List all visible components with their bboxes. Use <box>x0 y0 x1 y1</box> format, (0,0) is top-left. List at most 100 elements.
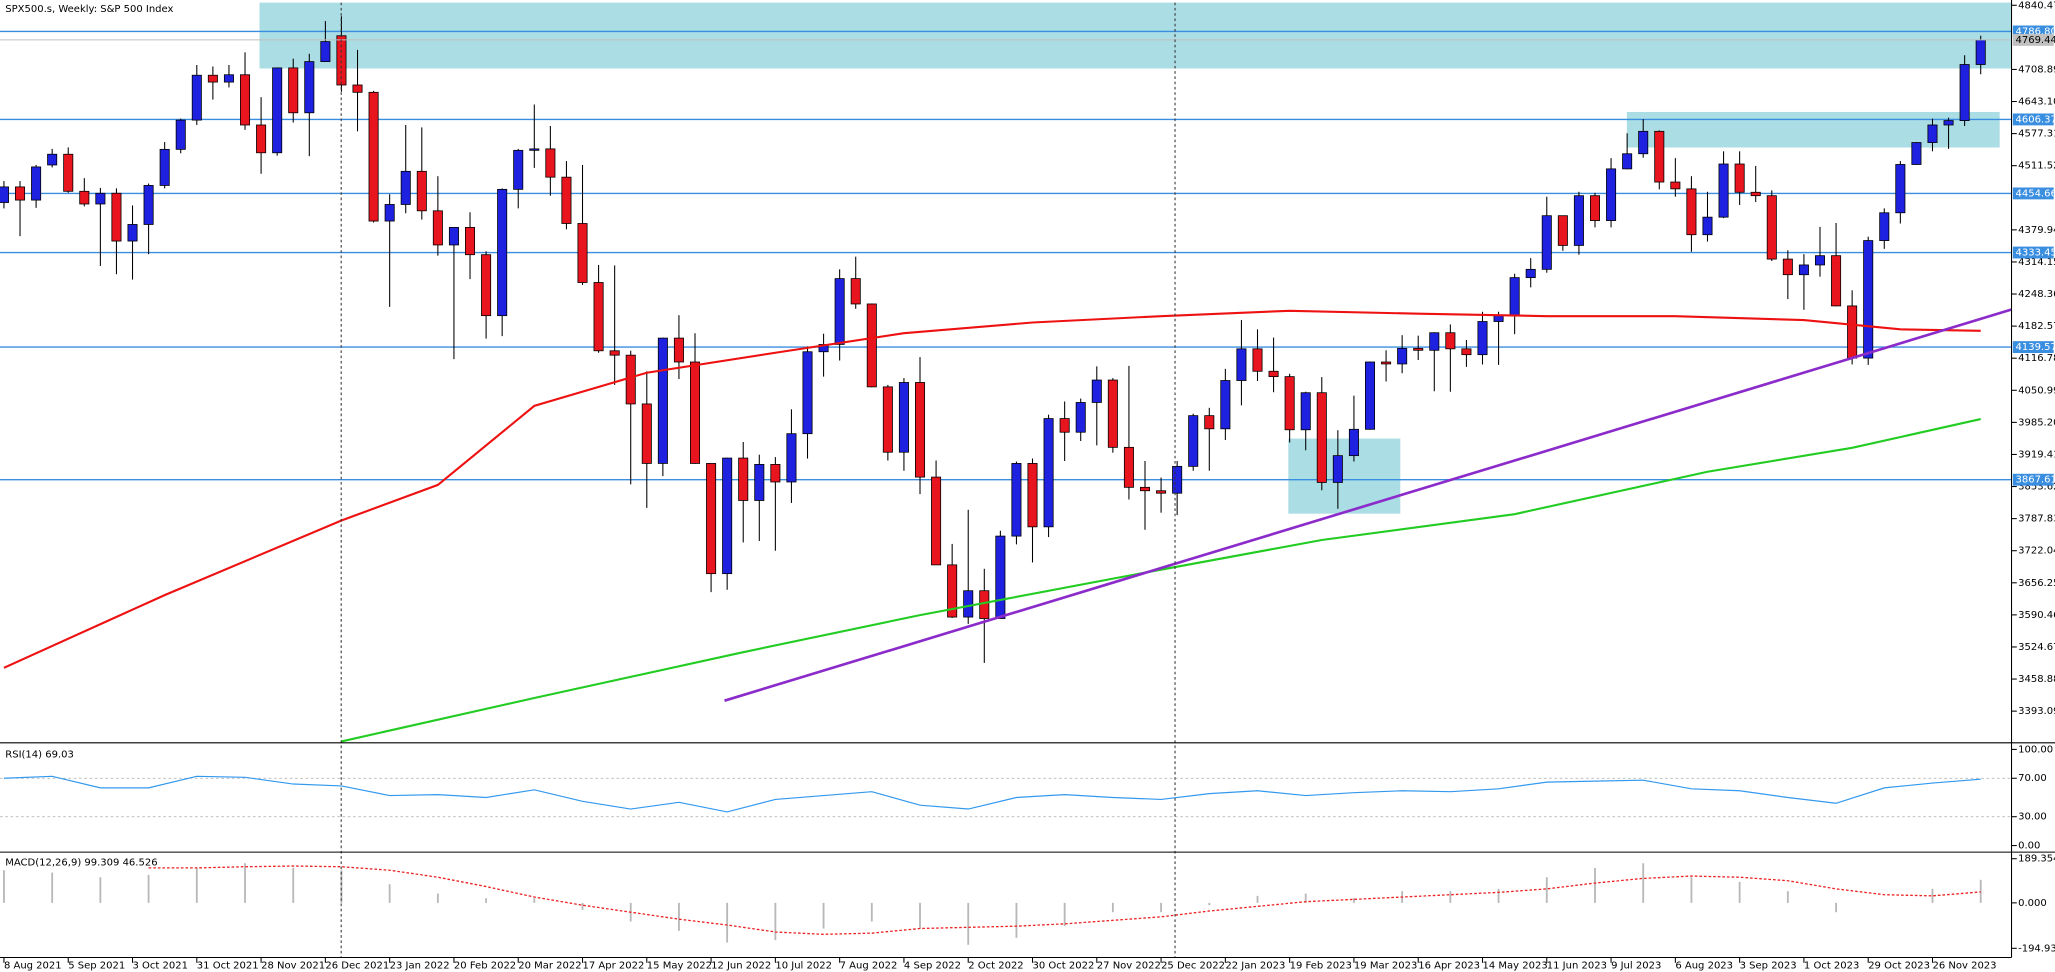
candle-body <box>1509 277 1520 316</box>
candle-body <box>963 590 974 618</box>
candle-body <box>1300 392 1311 431</box>
y-tick-label: 3590.46 <box>2018 610 2055 621</box>
candle-body <box>79 190 90 205</box>
y-tick-label: 30.00 <box>2018 812 2047 823</box>
candle-body <box>1397 347 1408 365</box>
candle-body <box>384 204 395 222</box>
candle-body <box>1927 124 1938 143</box>
candle-body <box>111 192 122 242</box>
candle-body <box>770 464 781 483</box>
candle-body <box>1750 191 1761 197</box>
candle-body <box>15 186 26 201</box>
x-tick-label: 3 Oct 2021 <box>133 960 188 971</box>
candle-body <box>641 403 652 464</box>
level-label: 4139.57 <box>2015 342 2055 353</box>
level-label: 4606.37 <box>2015 114 2055 125</box>
candle-body <box>256 124 267 154</box>
candle-body <box>400 170 411 205</box>
candle-body <box>497 188 508 317</box>
rsi-title: RSI(14) 69.03 <box>5 750 74 761</box>
candle-body <box>1831 255 1842 307</box>
x-tick-label: 28 Nov 2021 <box>261 960 325 971</box>
candle-body <box>1236 348 1247 381</box>
candle-body <box>1252 348 1263 372</box>
candle-body <box>1622 153 1633 170</box>
moving-average <box>3 309 1981 669</box>
candle-body <box>207 74 218 83</box>
candle-body <box>1043 418 1054 528</box>
level-label: 3867.61 <box>2015 475 2055 486</box>
candle-body <box>529 148 540 151</box>
x-tick-label: 12 Jun 2022 <box>711 960 771 971</box>
level-label-bg <box>2012 473 2054 486</box>
y-tick-label: 3656.25 <box>2018 578 2055 589</box>
candle-body <box>368 91 379 222</box>
candle-body <box>1332 455 1343 483</box>
candle-body <box>223 74 234 83</box>
candle-body <box>834 278 845 345</box>
candle-body <box>1702 216 1713 236</box>
x-tick-label: 30 Oct 2022 <box>1033 960 1095 971</box>
candle-body <box>1734 163 1745 193</box>
candle-body <box>1220 380 1231 430</box>
y-tick-label: 4314.15 <box>2018 257 2055 268</box>
candle-body <box>786 433 797 483</box>
level-label-bg <box>2012 341 2054 354</box>
candle-body <box>191 74 202 121</box>
x-tick-label: 1 Oct 2023 <box>1804 960 1859 971</box>
candle-body <box>1814 255 1825 266</box>
zones <box>259 2 2012 514</box>
candle-body <box>1381 361 1392 365</box>
y-tick-label: 4840.47 <box>2018 0 2055 11</box>
candle-body <box>465 226 476 256</box>
candle-body <box>609 350 620 356</box>
candle-body <box>1172 465 1183 494</box>
rsi-line <box>3 775 1981 813</box>
level-label: 4454.66 <box>2015 188 2055 199</box>
candle-body <box>159 148 170 186</box>
candle-body <box>63 153 74 192</box>
candle-body <box>95 192 106 205</box>
trend-line <box>724 308 2012 702</box>
x-tick-label: 9 Jul 2023 <box>1611 960 1661 971</box>
candle-body <box>1766 195 1777 260</box>
candle-body <box>0 186 9 203</box>
x-tick-label: 8 Aug 2021 <box>4 960 62 971</box>
y-tick-label: 4248.36 <box>2018 289 2055 300</box>
candle-body <box>915 382 926 478</box>
chart-title: SPX500.s, Weekly: S&P 500 Index <box>5 4 173 15</box>
x-tick-label: 6 Aug 2023 <box>1675 960 1733 971</box>
y-tick-label: 3458.88 <box>2018 674 2055 685</box>
candle-body <box>802 351 813 435</box>
y-tick-label: 0.00 <box>2018 841 2040 852</box>
x-tick-label: 19 Mar 2023 <box>1354 960 1417 971</box>
candle-body <box>1364 361 1376 430</box>
x-tick-label: 25 Dec 2022 <box>1161 960 1225 971</box>
candle-body <box>1798 264 1809 276</box>
candle-body <box>1606 168 1617 221</box>
candle-body <box>722 457 733 575</box>
candle-body <box>1156 490 1167 494</box>
level-label-bg <box>2012 25 2054 38</box>
level-label-bg <box>2012 113 2054 126</box>
y-tick-label: -194.935 <box>2018 943 2055 954</box>
candle-body <box>1895 164 1906 214</box>
x-tick-label: 3 Sep 2023 <box>1740 960 1797 971</box>
candle-body <box>288 67 299 114</box>
candle-body <box>1638 130 1649 155</box>
candle-body <box>1204 415 1215 430</box>
candle-body <box>657 337 668 464</box>
candle-body <box>545 148 556 178</box>
y-tick-label: 3919.41 <box>2018 449 2055 460</box>
candle-body <box>127 224 138 242</box>
candle-body <box>1139 486 1151 492</box>
candle-body <box>1670 181 1681 190</box>
x-tick-label: 15 May 2022 <box>647 960 712 971</box>
x-tick-label: 14 May 2023 <box>1482 960 1547 971</box>
candle-body <box>1782 258 1793 276</box>
y-tick-label: 4643.10 <box>2018 97 2055 108</box>
